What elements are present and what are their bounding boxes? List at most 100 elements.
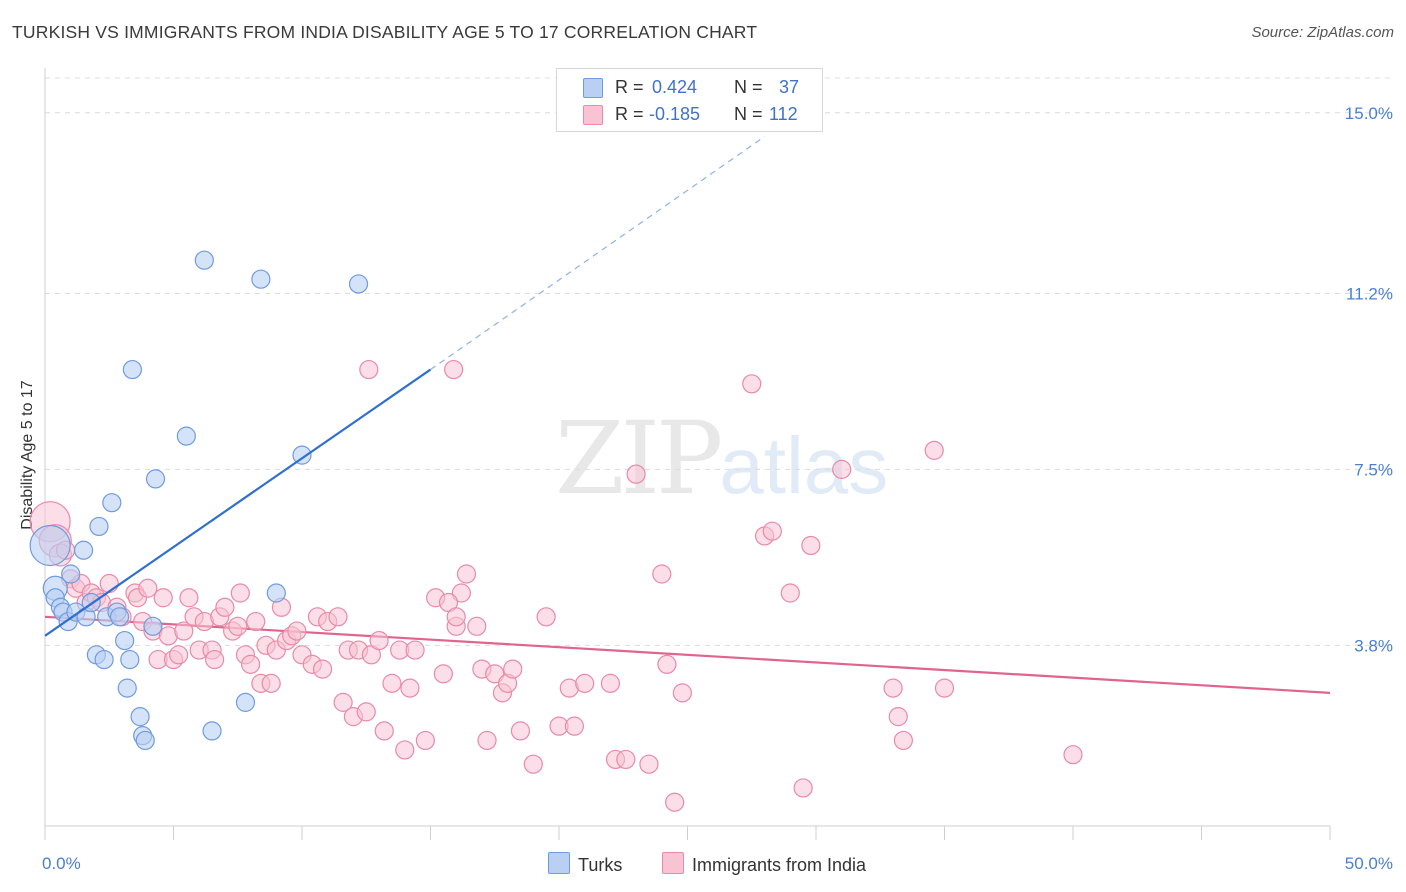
- turks-point: [89, 516, 109, 537]
- india-point: [395, 740, 415, 760]
- india-point: [287, 621, 307, 641]
- turks-point: [266, 583, 286, 603]
- turks-point: [61, 564, 81, 584]
- india-point: [801, 535, 821, 556]
- turks-point: [176, 426, 196, 446]
- india-point: [400, 678, 420, 698]
- india-r-label: R =: [615, 104, 644, 124]
- y-tick-label: 11.2%: [1346, 284, 1393, 303]
- india-point: [510, 721, 531, 741]
- india-point: [575, 673, 595, 693]
- points-turks: [29, 250, 369, 751]
- turks-point: [130, 707, 150, 727]
- turks-point: [117, 678, 137, 698]
- india-point: [742, 374, 762, 394]
- india-point: [523, 754, 543, 774]
- turks-point: [122, 359, 142, 380]
- india-point: [261, 673, 281, 693]
- turks-point: [251, 269, 271, 289]
- india-point: [564, 716, 585, 736]
- turks-n-value: 37: [779, 77, 800, 97]
- india-point: [762, 521, 782, 541]
- y-tick-label: 15.0%: [1345, 104, 1393, 123]
- india-point: [153, 588, 173, 608]
- india-point: [793, 778, 813, 798]
- turks-point: [194, 250, 214, 270]
- bottom-legend-india: Immigrants from India: [662, 852, 866, 876]
- turks-point: [94, 649, 114, 670]
- india-point: [333, 692, 353, 712]
- india-point: [657, 654, 677, 674]
- turks-point: [292, 445, 312, 465]
- india-point: [169, 645, 189, 665]
- turks-point: [202, 721, 222, 741]
- y-tick-label: 7.5%: [1354, 460, 1393, 479]
- turks-point: [73, 540, 94, 560]
- india-point: [503, 659, 523, 679]
- india-point: [444, 359, 464, 380]
- india-r-value: -0.185: [649, 104, 701, 124]
- turks-r-label: R =: [615, 77, 644, 97]
- stats-legend: R = 0.424 N = 37 R = -0.185 N = 112: [556, 68, 823, 132]
- india-point: [536, 607, 556, 627]
- india-point: [369, 630, 389, 651]
- bottom-india-swatch: [662, 852, 684, 874]
- turks-point: [348, 274, 369, 294]
- india-point: [832, 459, 852, 479]
- turks-point: [102, 493, 122, 513]
- trend-turks: [44, 136, 765, 637]
- india-point: [359, 359, 379, 380]
- points-india: [29, 359, 1083, 812]
- india-point: [924, 440, 944, 460]
- y-tick-label: 3.8%: [1354, 636, 1393, 655]
- india-point: [616, 749, 636, 770]
- turks-point: [135, 730, 155, 751]
- india-point: [639, 754, 659, 774]
- axes: [44, 68, 1331, 840]
- watermark-atlas: atlas: [719, 421, 889, 510]
- india-point: [451, 583, 471, 603]
- bottom-turks-swatch: [548, 852, 570, 874]
- india-n-value: 112: [769, 104, 798, 124]
- turks-swatch: [583, 78, 603, 98]
- source-label: Source: ZipAtlas.com: [1251, 24, 1394, 41]
- india-point: [780, 583, 800, 603]
- india-point: [477, 730, 497, 751]
- india-point: [415, 730, 435, 751]
- bottom-turks-label: Turks: [578, 855, 623, 875]
- india-point: [241, 654, 261, 674]
- turks-point: [109, 607, 130, 627]
- turks-point: [120, 649, 140, 670]
- india-point: [485, 664, 505, 684]
- tick-labels: 3.8% 7.5% 11.2% 15.0% 0.0% 50.0%: [42, 104, 1393, 873]
- india-point: [374, 721, 394, 741]
- india-point: [1063, 745, 1083, 765]
- india-swatch: [583, 105, 603, 125]
- turks-point: [143, 616, 163, 636]
- india-point: [652, 564, 672, 584]
- india-point: [672, 683, 692, 703]
- india-point: [215, 597, 235, 617]
- india-point: [626, 464, 646, 484]
- india-point: [205, 649, 225, 670]
- india-point: [179, 588, 199, 608]
- turks-point: [115, 630, 135, 651]
- bottom-india-label: Immigrants from India: [692, 855, 867, 875]
- chart-title: TURKISH VS IMMIGRANTS FROM INDIA DISABIL…: [12, 22, 758, 42]
- india-point: [228, 616, 248, 636]
- india-point: [467, 616, 487, 636]
- x-tick-label: 0.0%: [42, 854, 81, 873]
- turks-trend-extension: [430, 136, 765, 371]
- india-point: [456, 564, 477, 584]
- india-point: [433, 664, 453, 684]
- watermark: ZIPatlas: [555, 400, 888, 517]
- india-point: [382, 673, 402, 693]
- india-point: [328, 607, 348, 627]
- watermark-zip: ZIP: [555, 400, 723, 517]
- india-n-label: N =: [734, 104, 763, 124]
- india-point: [600, 673, 621, 693]
- bottom-legend-turks: Turks: [548, 852, 622, 876]
- india-point: [246, 611, 266, 632]
- india-point: [356, 702, 376, 722]
